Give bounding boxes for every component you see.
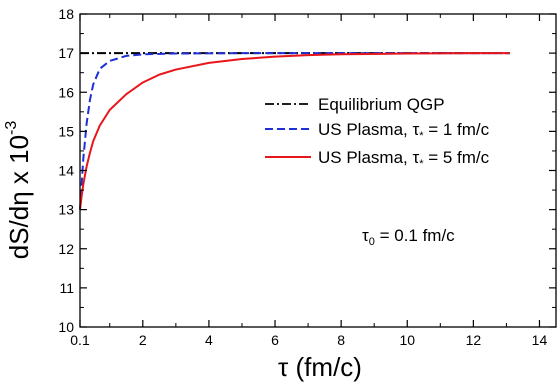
ticks-layer: 0.1 2 4 6 8 10 12 14 10 11 12 13 14 15 16 17 18 <box>58 6 556 348</box>
x-tick-label-1: 2 <box>139 332 147 348</box>
plot-frame <box>79 13 557 328</box>
tau0-annotation: τ0 = 0.1 fm/c <box>362 226 455 248</box>
y-tick-label-3: 13 <box>58 202 74 218</box>
y-axis-label-exponent: -3 <box>3 121 20 135</box>
legend-label-tau5: US Plasma, τ* = 5 fm/c <box>318 148 490 170</box>
x-tick-label-3: 6 <box>271 332 279 348</box>
y-tick-label-1: 11 <box>59 280 74 296</box>
x-tick-label-4: 8 <box>337 332 345 348</box>
x-tick-label-5: 10 <box>399 332 415 348</box>
legend-label-tau1: US Plasma, τ* = 1 fm/c <box>318 120 490 142</box>
series-line-tau5 <box>79 52 510 210</box>
series-layer <box>79 52 510 210</box>
x-tick-label-7: 14 <box>532 332 548 348</box>
y-tick-label-2: 12 <box>58 241 74 257</box>
x-axis-label: τ (fm/c) <box>278 352 362 382</box>
x-tick-label-2: 4 <box>205 332 213 348</box>
y-tick-label-4: 14 <box>58 163 74 179</box>
y-tick-label-7: 17 <box>58 45 74 61</box>
legend-label-equilibrium: Equilibrium QGP <box>318 95 445 114</box>
y-tick-label-6: 16 <box>58 84 74 100</box>
x-tick-label-0: 0.1 <box>70 332 90 348</box>
y-axis-label-main: dS/dη x 10 <box>4 135 34 259</box>
legend: Equilibrium QGP US Plasma, τ* = 1 fm/c U… <box>265 95 490 170</box>
y-axis-label: dS/dη x 10-3 <box>3 121 34 260</box>
series-line-tau1 <box>79 52 510 210</box>
y-tick-label-8: 18 <box>58 6 74 22</box>
x-tick-label-6: 12 <box>466 332 482 348</box>
y-tick-label-5: 15 <box>58 123 74 139</box>
y-tick-label-0: 10 <box>58 319 74 335</box>
